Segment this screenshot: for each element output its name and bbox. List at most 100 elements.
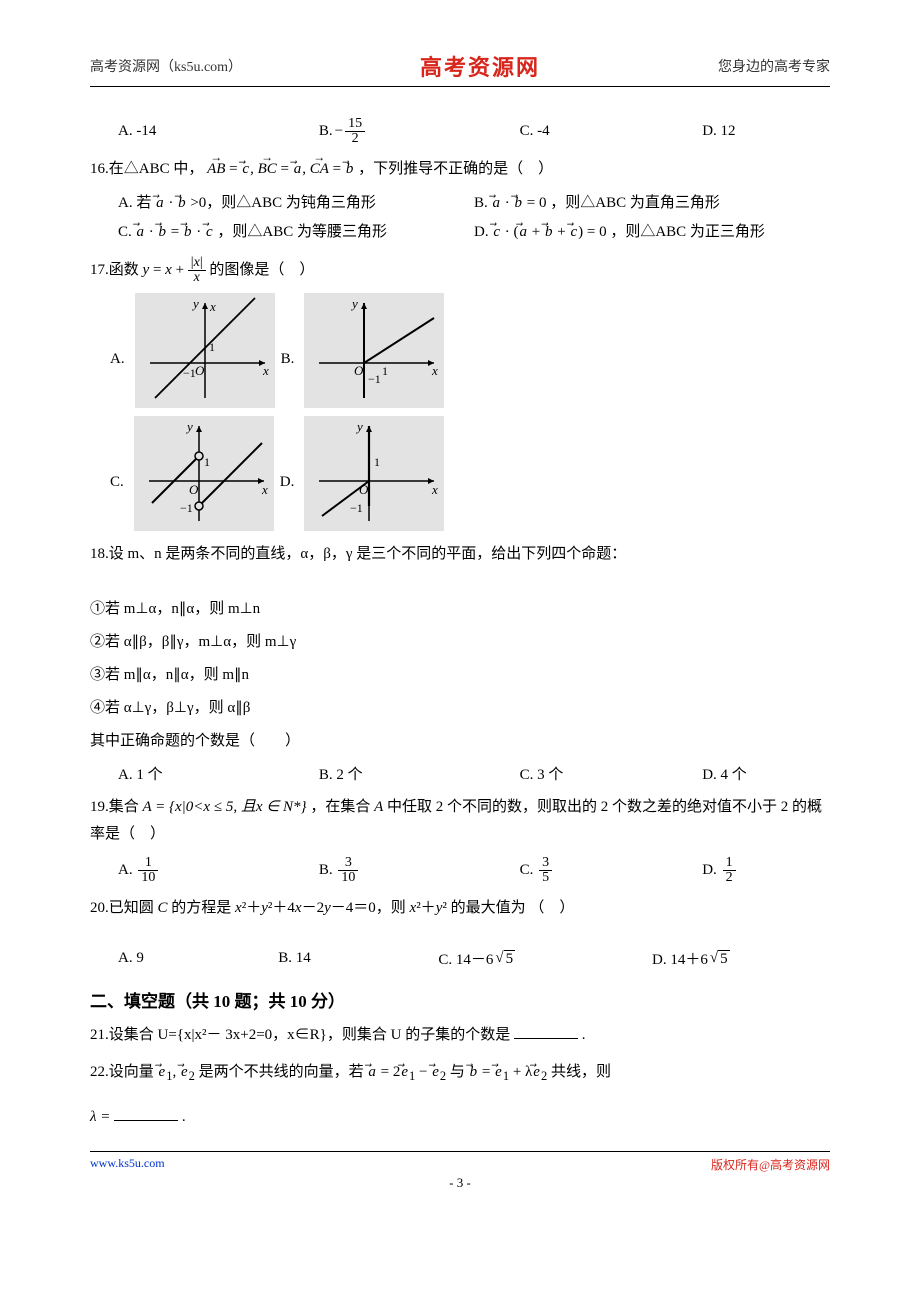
q17-graph-a: x y x 1 −1 O	[135, 293, 275, 408]
q21: 21.设集合 U={x|x²－ 3x+2=0，x∈R}，则集合 U 的子集的个数…	[90, 1022, 830, 1049]
q20-d-pre: D. 14＋6	[652, 948, 708, 969]
footer-left: www.ks5u.com	[90, 1156, 165, 1173]
q18-opt-b: B. 2 个	[319, 763, 520, 784]
q18-tail: 其中正确命题的个数是（ ）	[90, 728, 830, 755]
q17-frac-den: x	[188, 271, 206, 285]
sqrt-icon2: √5	[710, 950, 730, 968]
q22: 22.设向量 e1, e2 是两个不共线的向量，若 a = 2e1 − e2 与…	[90, 1059, 830, 1088]
svg-text:1: 1	[209, 340, 215, 354]
q22-tail: .	[182, 1109, 186, 1125]
q16-stem-tail: ，下列推导不正确的是（ ）	[358, 161, 553, 177]
vec-a3: a	[492, 189, 502, 218]
q17-graph-b: x y 1 −1 O	[304, 293, 444, 408]
q20-opt-a: A. 9	[118, 948, 278, 969]
q17-label-d: D.	[280, 474, 295, 491]
header-center-logo: 高考资源网	[420, 50, 540, 82]
svg-text:O: O	[354, 363, 364, 378]
q20-stem-text: 20.已知圆 C 的方程是 x²＋y²＋4x－2y－4＝0，则 x²＋y² 的最…	[90, 900, 574, 916]
q16-opt-c: C. a · b = b · c ，则△ABC 为等腰三角形	[118, 218, 474, 247]
vec-c4: c	[569, 218, 578, 247]
svg-text:y: y	[185, 419, 193, 434]
q16-a-pre: A. 若	[118, 195, 155, 211]
q17-label-b: B.	[281, 351, 295, 368]
q19-opt-b: B. 310	[319, 856, 520, 885]
q20-c-pre: C. 14－6	[438, 948, 493, 969]
vec-b3: b	[514, 189, 524, 218]
q19-a: 19.集合	[90, 799, 143, 815]
q22-b: 是两个不共线的向量，若	[199, 1064, 368, 1080]
q18-p3: ③若 m∥α，n∥α，则 m∥n	[90, 662, 830, 689]
q15-b-fraction: 15 2	[345, 117, 365, 146]
spacer2	[90, 928, 830, 940]
q16-d-mid: ，则△ABC 为正三角形	[610, 224, 765, 240]
q16-stem: 16.在△ABC 中， AB = c, BC = a, CA = b ，下列推导…	[90, 156, 830, 183]
q18-p2: ②若 α∥β，β∥γ，m⊥α，则 m⊥γ	[90, 629, 830, 656]
q17-frac: |x| x	[188, 256, 206, 285]
q19-b-num: 3	[338, 856, 358, 871]
q18-opt-a: A. 1 个	[118, 763, 319, 784]
svg-text:1: 1	[204, 455, 210, 469]
q16-opt-d: D. c · (a + b + c) = 0 ，则△ABC 为正三角形	[474, 218, 830, 247]
q19-a-den: 10	[138, 871, 158, 885]
q16-opt-a: A. 若 a · b >0，则△ABC 为钝角三角形	[118, 189, 474, 218]
vec-e2c: e	[532, 1059, 541, 1086]
q19-b-den: 10	[338, 871, 358, 885]
q15-opt-a: A. -14	[118, 117, 319, 146]
vec-e1b: e	[400, 1059, 409, 1086]
q19-opt-d: D. 12	[702, 856, 830, 885]
vec-b6: b	[544, 218, 554, 247]
q17-x: x	[165, 262, 172, 278]
page-container: 高考资源网（ks5u.com） 高考资源网 您身边的高考专家 A. -14 B.…	[0, 0, 920, 1221]
q15-opt-c: C. -4	[520, 117, 703, 146]
q20-stem: 20.已知圆 C 的方程是 x²＋y²＋4x－2y－4＝0，则 x²＋y² 的最…	[90, 895, 830, 922]
q17-row1: A. x y x 1 −1 O B. x y 1 −1	[110, 293, 830, 408]
q19-a-num: 1	[138, 856, 158, 871]
q19-options: A. 110 B. 310 C. 35 D. 12	[118, 856, 830, 885]
vec-e2b: e	[431, 1059, 440, 1086]
q16-options: A. 若 a · b >0，则△ABC 为钝角三角形 B. a · b = 0 …	[118, 189, 830, 246]
q17-label-c: C.	[110, 474, 124, 491]
page-header: 高考资源网（ks5u.com） 高考资源网 您身边的高考专家	[90, 50, 830, 87]
q15-options: A. -14 B. − 15 2 C. -4 D. 12	[118, 117, 830, 146]
svg-text:−1: −1	[350, 501, 363, 515]
vec-b: b	[345, 156, 355, 183]
vec-b5: b	[183, 218, 193, 247]
vec-e2: e	[180, 1059, 189, 1086]
vec-a: a	[293, 156, 303, 183]
q22-lambda: λ = .	[90, 1104, 830, 1131]
q19-opt-a: A. 110	[118, 856, 319, 885]
svg-text:y: y	[355, 419, 363, 434]
q19-set: A = {x|0<x ≤ 5, 且x ∈ N*}	[143, 799, 307, 815]
q22-blank	[114, 1106, 178, 1121]
q18-stem: 18.设 m、n 是两条不同的直线，α，β，γ 是三个不同的平面，给出下列四个命…	[90, 541, 830, 568]
q19-d-num: 1	[723, 856, 736, 871]
q17-stem-tail: 的图像是（ ）	[209, 262, 314, 278]
svg-text:1: 1	[382, 364, 388, 378]
q16-a-mid: >0，则△ABC 为钝角三角形	[190, 195, 376, 211]
vec-b7: b	[469, 1059, 479, 1086]
q22-d: 共线，则	[551, 1064, 611, 1080]
q19-stem: 19.集合 A = {x|0<x ≤ 5, 且x ∈ N*} ，在集合 A 中任…	[90, 794, 830, 848]
q21-tail: .	[582, 1027, 586, 1043]
q15-b-den: 2	[345, 132, 365, 146]
page-number: - 3 -	[90, 1175, 830, 1191]
q17-stem: 17.函数 y = x + |x| x 的图像是（ ）	[90, 256, 830, 285]
svg-text:x: x	[209, 299, 216, 314]
q16-b-pre: B.	[474, 195, 492, 211]
vec-ca: CA	[310, 156, 329, 183]
q17-frac-num: |x|	[188, 256, 206, 271]
q16-b-mid: ，则△ABC 为直角三角形	[550, 195, 720, 211]
q16-c-pre: C.	[118, 224, 136, 240]
vec-b4: b	[158, 218, 168, 247]
q20-opt-d: D. 14＋6 √5	[652, 948, 830, 969]
q17-stem-text: 17.函数	[90, 262, 143, 278]
q18-p4: ④若 α⊥γ，β⊥γ，则 α∥β	[90, 695, 830, 722]
q21-blank	[514, 1024, 578, 1039]
svg-text:−1: −1	[368, 372, 381, 386]
svg-text:y: y	[191, 296, 199, 311]
q20-opt-c: C. 14－6 √5	[438, 948, 652, 969]
q22-lambda-pre: λ =	[90, 1109, 114, 1125]
vec-e1: e	[158, 1059, 167, 1086]
svg-text:x: x	[261, 482, 268, 497]
q22-a: 22.设向量	[90, 1064, 158, 1080]
